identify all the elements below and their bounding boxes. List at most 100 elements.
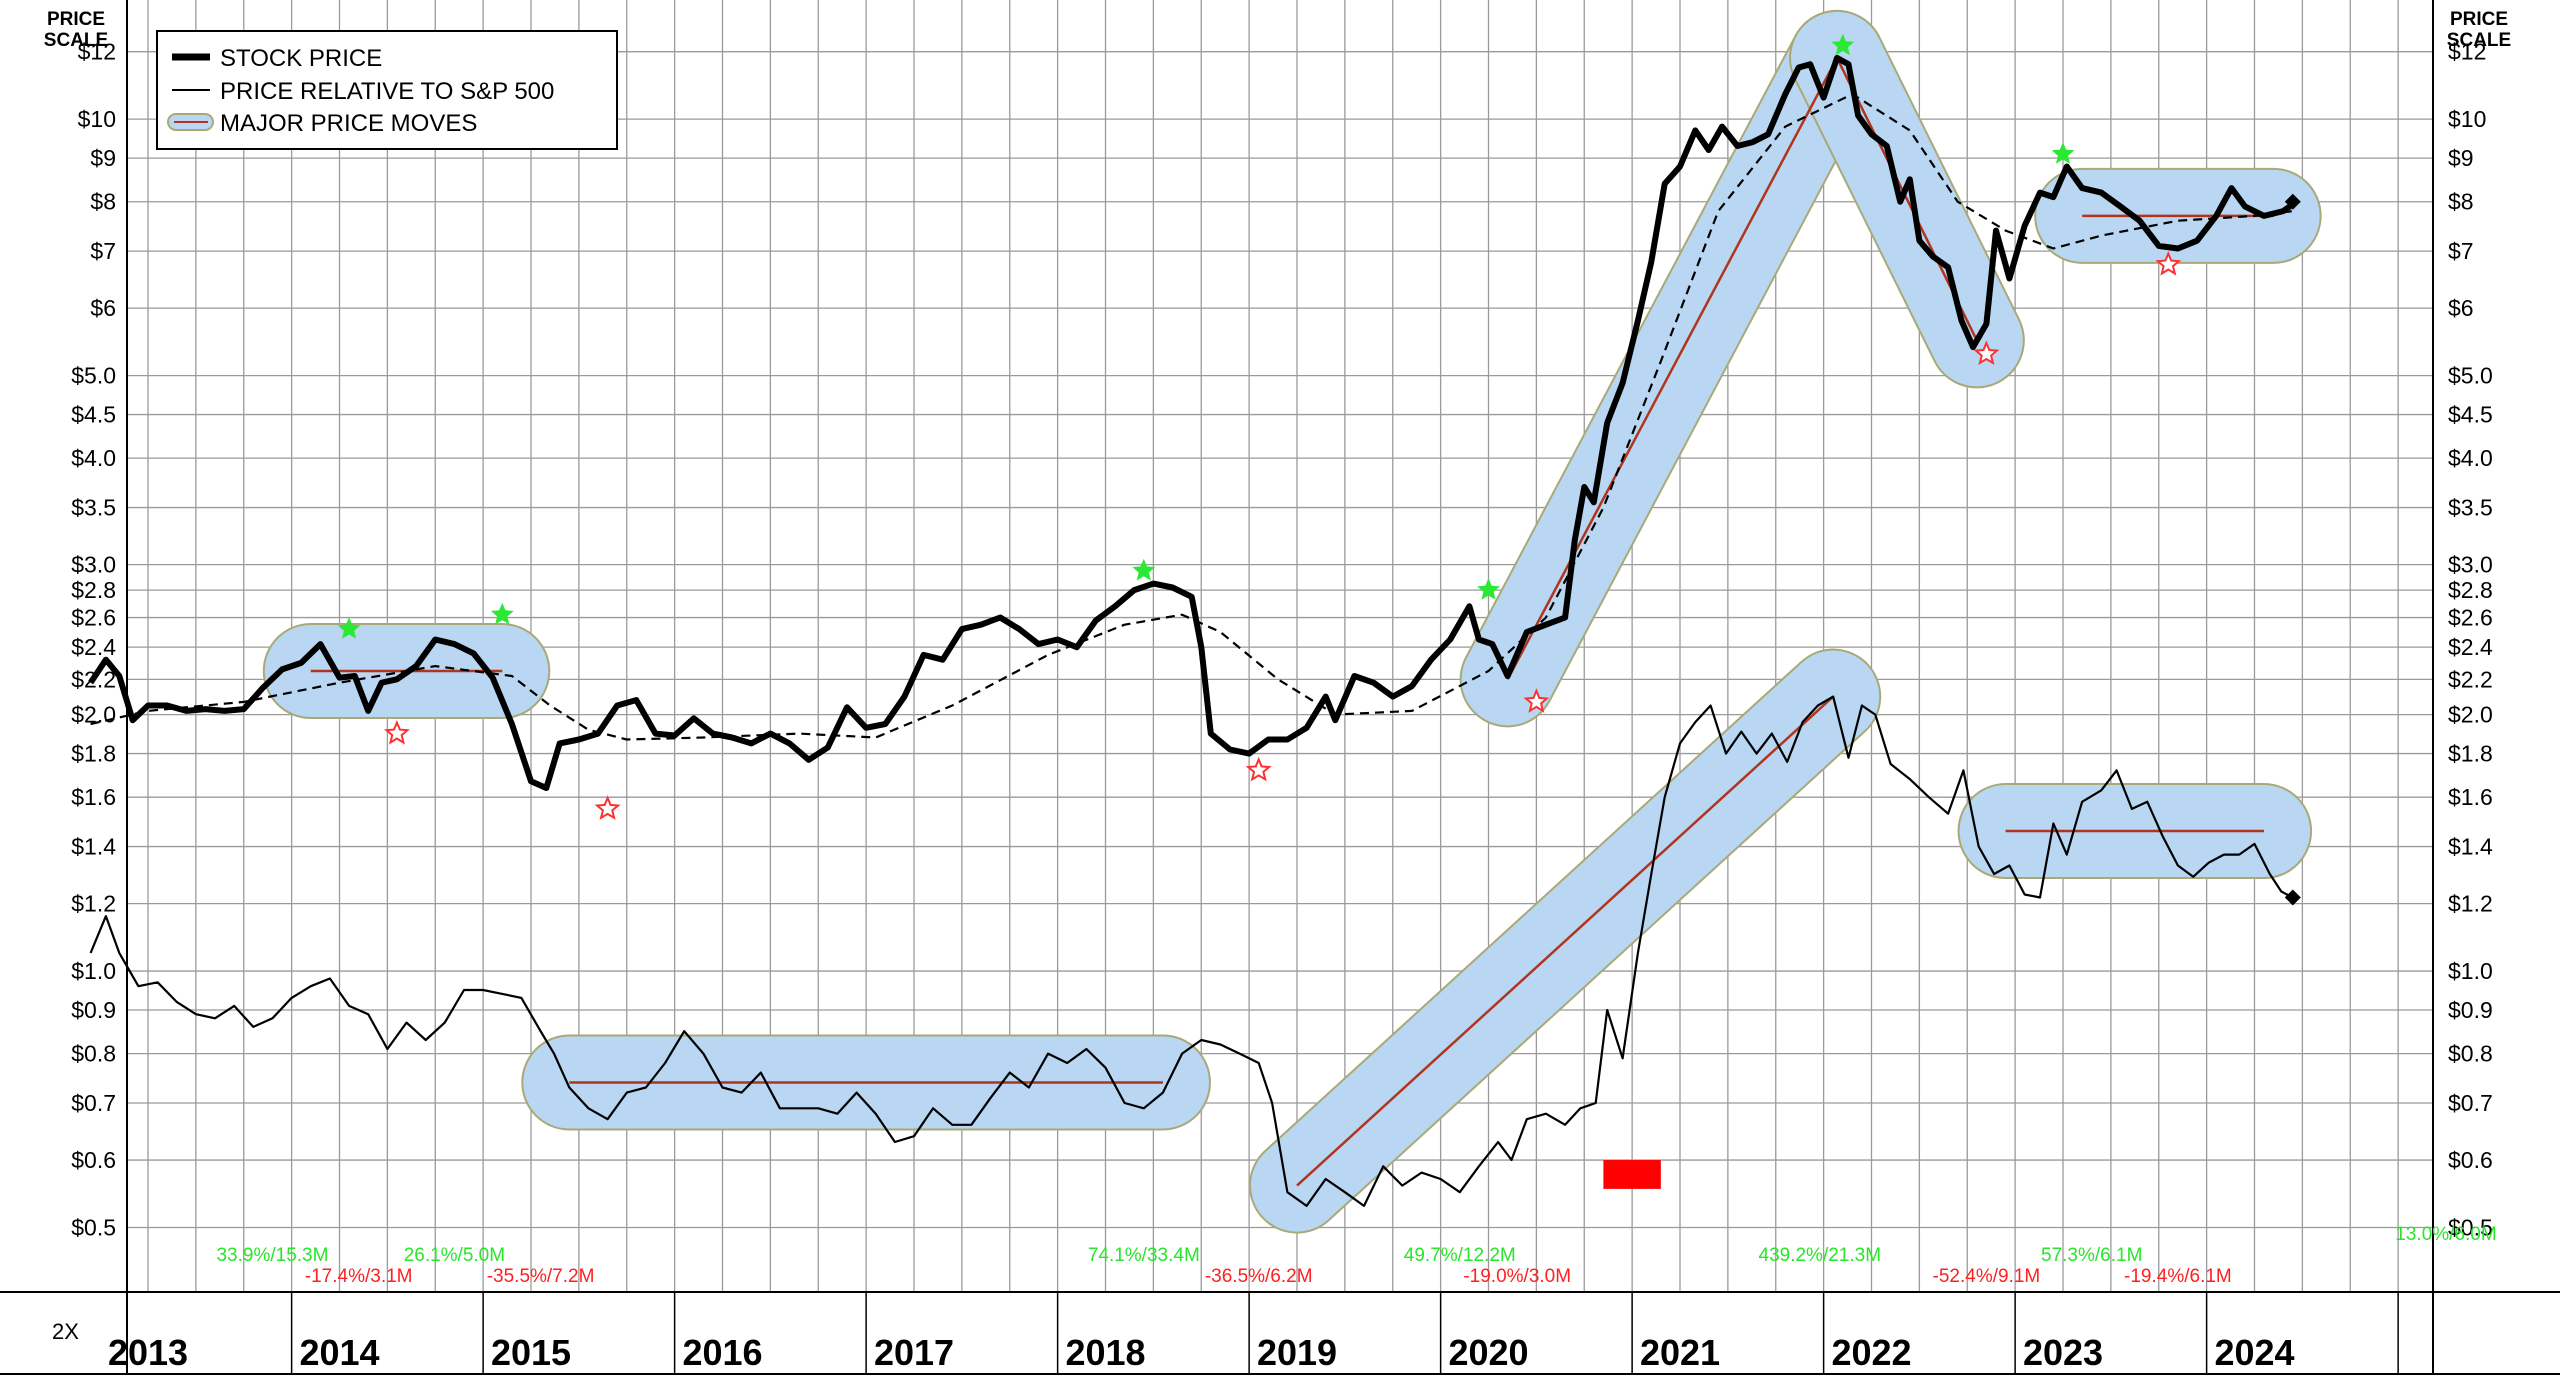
y-tick-label-left: $8: [90, 189, 116, 215]
y-tick-label-left: $10: [78, 106, 116, 132]
y-tick-label-right: $10: [2448, 106, 2486, 132]
peak-star-icon: [2051, 142, 2075, 164]
y-tick-label-right: $6: [2448, 295, 2474, 321]
right-scale-label: SCALE: [2447, 30, 2511, 51]
legend-label-stock: STOCK PRICE: [220, 45, 382, 72]
latest-price-marker-icon: [2284, 193, 2301, 210]
year-label: 2014: [299, 1332, 379, 1373]
y-tick-label-right: $2.4: [2448, 634, 2493, 660]
y-tick-label-right: $9: [2448, 145, 2474, 171]
y-tick-label-left: $0.7: [71, 1090, 116, 1116]
trough-star-icon: [1245, 756, 1272, 782]
latest-price-marker-icon: [2284, 889, 2301, 906]
trough-star-icon: [1973, 340, 2000, 365]
y-tick-label-left: $0.8: [71, 1041, 116, 1067]
year-label: 2020: [1448, 1332, 1528, 1373]
move-annotation: -19.0%/3.0M: [1463, 1266, 1571, 1287]
move-annotation: 57.3%/6.1M: [2041, 1245, 2142, 1266]
y-tick-label-right: $3.5: [2448, 495, 2493, 521]
trough-star-icon: [1523, 688, 1550, 713]
peak-star-icon: [490, 602, 514, 625]
move-annotation: 26.1%/5.0M: [404, 1245, 505, 1266]
y-tick-label-right: $0.5: [2448, 1214, 2493, 1240]
legend: STOCK PRICE PRICE RELATIVE TO S&P 500 MA…: [156, 30, 618, 150]
y-tick-label-left: $4.0: [71, 445, 116, 471]
major-move-trend-lines: [310, 57, 2274, 1187]
y-tick-label-right: $7: [2448, 238, 2474, 264]
move-annotation: -36.5%/6.2M: [1205, 1266, 1313, 1287]
move-annotation: -17.4%/3.1M: [305, 1266, 413, 1287]
year-label: 2023: [2023, 1332, 2103, 1373]
year-label: 2015: [491, 1332, 571, 1373]
y-tick-label-left: $7: [90, 238, 116, 264]
y-tick-label-right: $5.0: [2448, 363, 2493, 389]
peak-star-icon: [337, 617, 361, 639]
legend-label-relative: PRICE RELATIVE TO S&P 500: [220, 78, 554, 105]
year-label: 2019: [1257, 1332, 1337, 1373]
legend-box: [156, 30, 618, 150]
move-annotation: 74.1%/33.4M: [1088, 1245, 1200, 1266]
y-tick-label-right: $1.4: [2448, 834, 2493, 860]
y-tick-label-right: $8: [2448, 189, 2474, 215]
y-tick-label-left: $2.0: [71, 702, 116, 728]
relative-price-line: [89, 695, 2294, 1207]
peak-star-icon: [1132, 558, 1156, 581]
y-tick-label-right: $2.2: [2448, 666, 2493, 692]
year-label: 2016: [682, 1332, 762, 1373]
year-label: 2021: [1640, 1332, 1720, 1373]
move-annotations: 33.9%/15.3M 26.1%/5.0M-17.4%/3.1M -35.5%/7…: [216, 1224, 2496, 1287]
move-annotation: -52.4%/9.1M: [1933, 1266, 2041, 1287]
move-annotation: 13.0%/6.0M: [2395, 1224, 2496, 1245]
move-annotation: 33.9%/15.3M: [216, 1245, 328, 1266]
y-tick-label-right: $1.2: [2448, 891, 2493, 917]
y-tick-label-left: $12: [78, 39, 116, 65]
y-tick-label-right: $1.8: [2448, 741, 2493, 767]
year-label: 2013: [108, 1332, 188, 1373]
y-tick-label-left: $4.5: [71, 402, 116, 428]
y-tick-label-right: $0.9: [2448, 997, 2493, 1023]
year-label: 2017: [874, 1332, 954, 1373]
major-move-trend-line: [1296, 695, 1835, 1187]
y-tick-label-right: $0.6: [2448, 1147, 2493, 1173]
y-tick-label-left: $6: [90, 295, 116, 321]
stock-price-line: [88, 54, 2299, 791]
event-marker: [1603, 1160, 1661, 1189]
y-tick-label-right: $12: [2448, 39, 2486, 65]
scale-multiplier-note: 2X: [52, 1319, 79, 1344]
moving-average-line: [90, 93, 2293, 741]
trough-star-icon: [594, 795, 621, 820]
y-tick-label-right: $2.0: [2448, 702, 2493, 728]
y-tick-label-right: $0.8: [2448, 1041, 2493, 1067]
major-move-bands: [262, 9, 2322, 1234]
peak-star-icon: [1831, 33, 1855, 56]
y-tick-label-left: $0.9: [71, 997, 116, 1023]
y-tick-label-left: $3.5: [71, 495, 116, 521]
y-tick-label-left: $1.6: [71, 784, 116, 810]
y-tick-label-right: $2.6: [2448, 605, 2493, 631]
y-tick-label-right: $0.7: [2448, 1090, 2493, 1116]
year-label: 2024: [2214, 1332, 2294, 1373]
chart-markers: [337, 33, 2301, 1189]
y-tick-label-left: $1.8: [71, 741, 116, 767]
series-lines: [88, 54, 2299, 1207]
year-label: 2018: [1065, 1332, 1145, 1373]
left-scale-label: PRICE: [47, 9, 105, 30]
y-tick-label-right: $3.0: [2448, 552, 2493, 578]
y-tick-label-right: $1.6: [2448, 784, 2493, 810]
y-tick-label-right: $4.5: [2448, 402, 2493, 428]
y-tick-label-left: $0.5: [71, 1214, 116, 1240]
y-tick-label-left: $5.0: [71, 363, 116, 389]
move-annotation: 49.7%/12.2M: [1404, 1245, 1516, 1266]
major-move-trend-line: [1506, 57, 1839, 680]
y-tick-label-left: $2.2: [71, 666, 116, 692]
y-tick-label-right: $4.0: [2448, 445, 2493, 471]
trough-star-icon: [2155, 250, 2182, 276]
right-scale-label: PRICE: [2450, 9, 2508, 30]
y-tick-label-left: $3.0: [71, 552, 116, 578]
y-tick-label-left: $2.8: [71, 577, 116, 603]
y-tick-label-left: $9: [90, 145, 116, 171]
y-tick-label-right: $1.0: [2448, 958, 2493, 984]
y-tick-label-left: $2.4: [71, 634, 116, 660]
